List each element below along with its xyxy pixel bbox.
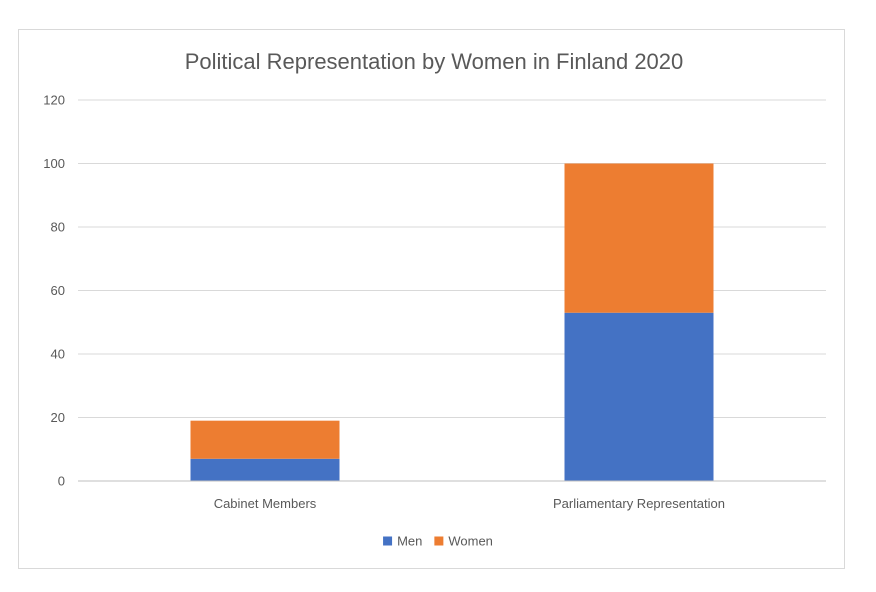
legend-swatch-men <box>383 536 393 546</box>
y-tick-label: 40 <box>51 347 65 362</box>
y-tick-label: 0 <box>58 474 65 489</box>
bar-men-1 <box>564 312 714 481</box>
category-labels: Cabinet Members Parliamentary Representat… <box>214 496 725 511</box>
y-tick-label: 80 <box>51 220 65 235</box>
category-label: Cabinet Members <box>214 496 317 511</box>
bar-women-0 <box>190 420 340 459</box>
legend-label: Men <box>397 534 422 549</box>
bar-men-0 <box>190 458 340 481</box>
legend: Men Women <box>383 534 493 549</box>
legend-label: Women <box>448 534 493 549</box>
y-axis-tick-labels: 0 20 40 60 80 100 120 <box>43 93 65 489</box>
category-label: Parliamentary Representation <box>553 496 725 511</box>
bars <box>190 163 714 481</box>
y-tick-label: 100 <box>43 156 65 171</box>
y-tick-label: 60 <box>51 283 65 298</box>
chart-title: Political Representation by Women in Fin… <box>185 49 684 74</box>
gridlines <box>78 99 826 418</box>
y-tick-label: 20 <box>51 410 65 425</box>
legend-swatch-women <box>434 536 444 546</box>
y-tick-label: 120 <box>43 93 65 108</box>
bar-women-1 <box>564 163 714 313</box>
